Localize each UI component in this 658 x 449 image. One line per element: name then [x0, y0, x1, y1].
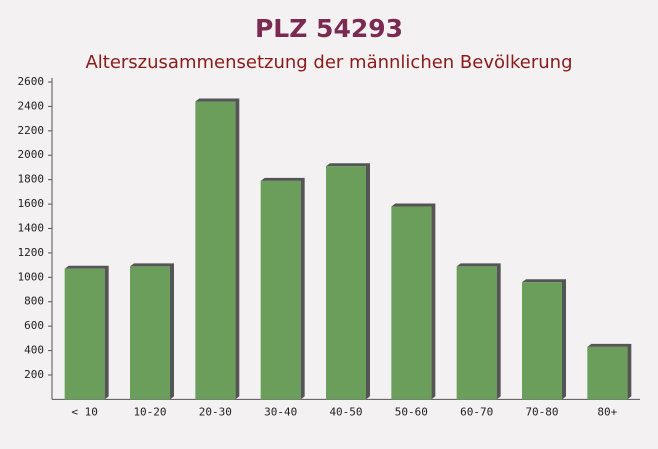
bar: [260, 180, 301, 400]
y-tick-label: 2200: [18, 124, 45, 137]
chart-title: PLZ 54293: [255, 14, 403, 43]
x-tick-label: 40-50: [329, 405, 362, 418]
chart-subtitle: Alterszusammensetzung der männlichen Bev…: [85, 52, 572, 73]
x-tick-label: 60-70: [460, 405, 493, 418]
y-tick-label: 1200: [18, 246, 45, 259]
bar: [64, 268, 105, 400]
bar: [522, 282, 562, 400]
y-tick-label: 600: [24, 319, 44, 332]
y-tick-label: 2400: [18, 99, 45, 112]
x-tick-label: 50-60: [395, 405, 428, 418]
y-tick-label: 2000: [18, 148, 45, 161]
y-tick-label: 1000: [18, 270, 45, 283]
bar: [391, 206, 432, 400]
y-tick-label: 2600: [18, 75, 45, 88]
x-tick-label: 10-20: [133, 405, 166, 418]
x-tick-label: 20-30: [199, 405, 232, 418]
x-tick-label: 70-80: [525, 405, 558, 418]
x-tick-label: < 10: [71, 405, 98, 418]
y-tick-label: 800: [24, 295, 44, 308]
y-tick-label: 200: [24, 368, 44, 381]
x-tick-label: 30-40: [264, 405, 297, 418]
bar: [587, 346, 628, 400]
y-tick-label: 1600: [18, 197, 45, 210]
bar: [456, 266, 497, 400]
bar: [195, 101, 236, 400]
y-tick-label: 400: [24, 344, 44, 357]
x-tick-label: 80+: [597, 405, 617, 418]
y-tick-label: 1800: [18, 173, 45, 186]
y-tick-label: 1400: [18, 221, 45, 234]
bar: [326, 166, 366, 400]
bar: [130, 266, 170, 400]
